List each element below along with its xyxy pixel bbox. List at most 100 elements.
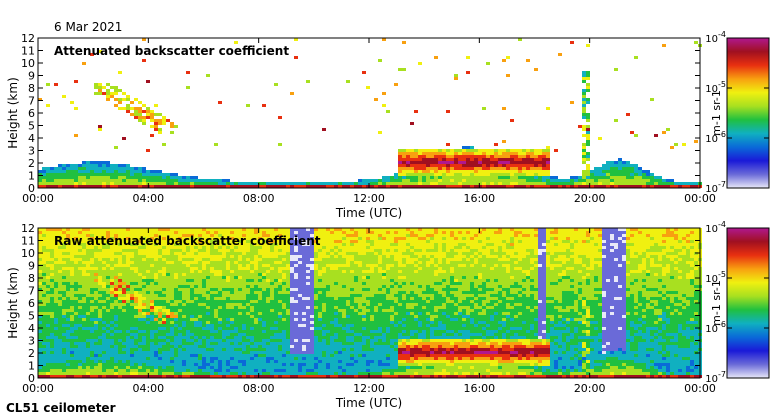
data-cell (306, 312, 310, 315)
data-cell (166, 336, 170, 339)
data-cell (258, 240, 262, 243)
data-cell (138, 354, 142, 357)
data-cell (454, 182, 458, 185)
data-cell (118, 98, 122, 101)
data-cell (242, 243, 246, 246)
data-cell (174, 360, 178, 363)
data-cell (434, 182, 438, 185)
data-cell (134, 243, 138, 246)
data-cell (158, 363, 162, 366)
data-cell (158, 360, 162, 363)
data-cell (54, 261, 58, 264)
data-cell (198, 306, 202, 309)
data-cell (614, 176, 618, 179)
data-cell (230, 240, 234, 243)
data-cell (322, 252, 326, 255)
data-cell (534, 155, 538, 158)
data-cell (318, 185, 322, 188)
data-cell (78, 167, 82, 170)
data-cell (90, 348, 94, 351)
data-cell (202, 324, 206, 327)
data-cell (206, 315, 210, 318)
data-cell (282, 231, 286, 234)
data-cell (614, 68, 618, 71)
data-cell (146, 297, 150, 300)
data-cell (158, 267, 162, 270)
data-cell (38, 330, 42, 333)
data-cell (158, 179, 162, 182)
data-cell (178, 351, 182, 354)
data-cell (618, 182, 622, 185)
y-tick-label: 6 (28, 107, 35, 120)
data-cell (618, 167, 622, 170)
data-cell (90, 167, 94, 170)
data-cell (402, 185, 406, 188)
data-cell (218, 237, 222, 240)
data-cell (138, 255, 142, 258)
data-cell (174, 291, 178, 294)
data-cell (102, 351, 106, 354)
data-cell (66, 327, 70, 330)
data-cell (218, 291, 222, 294)
data-cell (294, 237, 298, 240)
data-cell (102, 167, 106, 170)
data-cell (286, 354, 290, 357)
data-cell (226, 288, 230, 291)
data-cell (190, 348, 194, 351)
data-cell (222, 179, 226, 182)
data-cell (170, 267, 174, 270)
data-cell (90, 185, 94, 188)
data-cell (90, 300, 94, 303)
data-cell (290, 336, 294, 339)
data-cell (50, 170, 54, 173)
data-cell (314, 182, 318, 185)
data-cell (102, 324, 106, 327)
data-cell (74, 321, 78, 324)
data-cell (138, 107, 142, 110)
data-cell (138, 185, 142, 188)
data-cell (102, 297, 106, 300)
data-cell (594, 170, 598, 173)
data-cell (74, 351, 78, 354)
data-cell (230, 279, 234, 282)
data-cell (258, 348, 262, 351)
data-cell (166, 339, 170, 342)
data-cell (74, 315, 78, 318)
data-cell (230, 255, 234, 258)
data-cell (322, 231, 326, 234)
data-cell (234, 330, 238, 333)
data-cell (270, 252, 274, 255)
data-cell (106, 324, 110, 327)
data-cell (446, 176, 450, 179)
data-cell (474, 164, 478, 167)
data-cell (138, 297, 142, 300)
data-cell (62, 375, 66, 378)
data-cell (250, 261, 254, 264)
data-cell (550, 179, 554, 182)
data-cell (214, 231, 218, 234)
data-cell (54, 173, 58, 176)
data-cell (154, 119, 158, 122)
data-cell (86, 273, 90, 276)
data-cell (618, 185, 622, 188)
data-cell (174, 318, 178, 321)
data-cell (146, 249, 150, 252)
data-cell (674, 182, 678, 185)
data-cell (182, 324, 186, 327)
data-cell (282, 243, 286, 246)
data-cell (202, 327, 206, 330)
data-cell (526, 155, 530, 158)
data-cell (62, 366, 66, 369)
data-cell (210, 182, 214, 185)
data-cell (530, 164, 534, 167)
data-cell (54, 375, 58, 378)
data-cell (238, 357, 242, 360)
data-cell (50, 243, 54, 246)
data-cell (190, 276, 194, 279)
data-cell (118, 267, 122, 270)
data-cell (290, 342, 294, 345)
data-cell (270, 255, 274, 258)
data-cell (154, 336, 158, 339)
data-cell (302, 339, 306, 342)
data-cell (106, 231, 110, 234)
